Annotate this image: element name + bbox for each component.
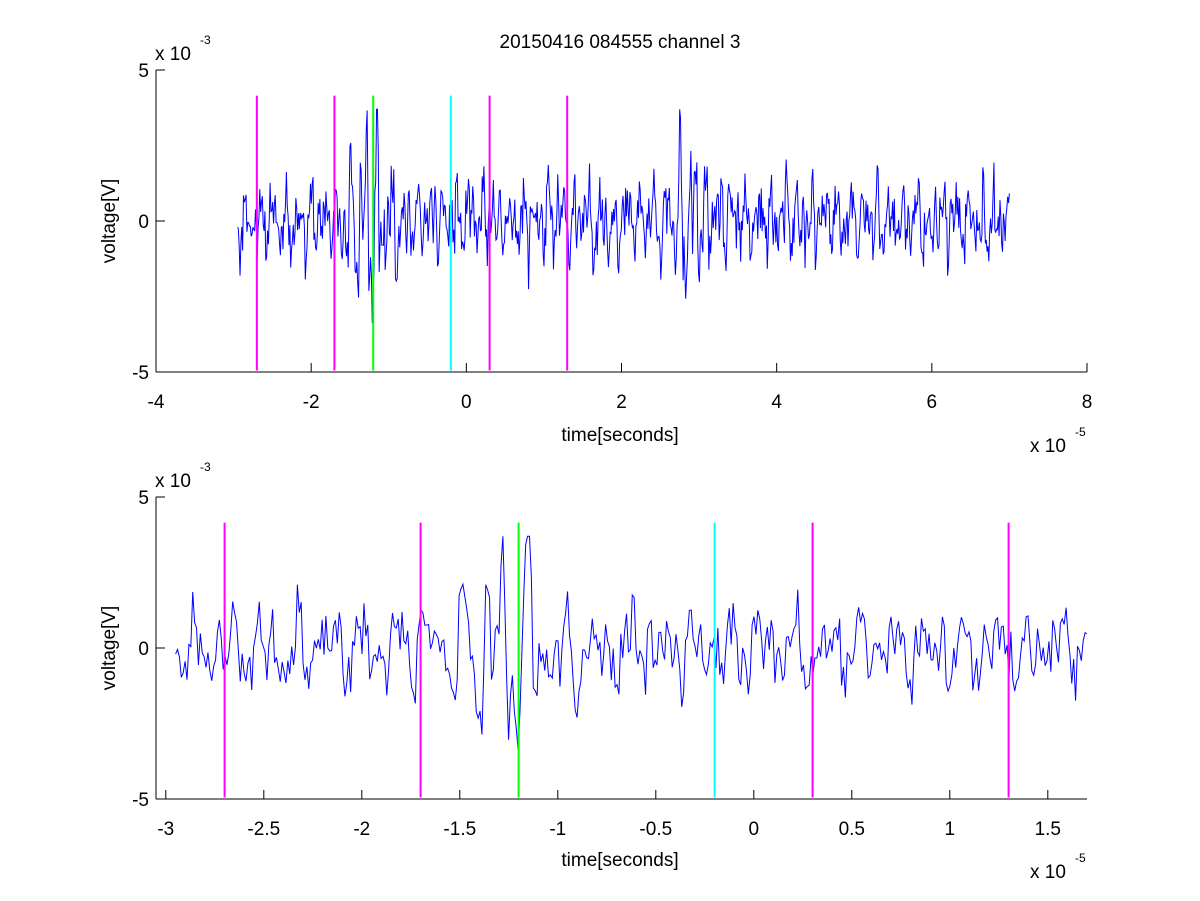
x-exponent-bottom: x 10 -5 — [1030, 851, 1086, 883]
x-tick-label-bottom: 1 — [945, 819, 956, 840]
x-tick-label-top: 2 — [616, 392, 627, 413]
x-tick-label-bottom: 1.5 — [1035, 819, 1061, 840]
x-tick-label-top: -4 — [148, 392, 165, 413]
y-exponent-base-top: x 10 — [155, 44, 191, 65]
x-axis-label-bottom: time[seconds] — [561, 850, 678, 871]
x-tick-label-top: -2 — [303, 392, 320, 413]
x-tick-label-bottom: -0.5 — [639, 819, 672, 840]
x-tick-label-top: 6 — [927, 392, 938, 413]
y-axis-label-top: voltage[V] — [99, 179, 120, 264]
panel-bottom: -3 -2.5 -2 -1.5 -1 -0.5 0 0.5 1 1.5 -5 0 5 time[seco… — [99, 460, 1087, 883]
figure-title: 20150416 084555 channel 3 — [500, 32, 741, 53]
y-tick-label-top: -5 — [132, 363, 149, 384]
x-tick-label-bottom: -2 — [353, 819, 370, 840]
x-tick-label-bottom: 0 — [749, 819, 760, 840]
panel-top: -4 -2 0 2 4 6 8 -5 0 5 time[seconds] voltage[V] x… — [99, 33, 1092, 457]
plot-area-bottom — [175, 522, 1087, 798]
x-tick-label-bottom: -2.5 — [247, 819, 280, 840]
y-tick-label-bottom: 5 — [138, 488, 149, 509]
axes-bottom: -3 -2.5 -2 -1.5 -1 -0.5 0 0.5 1 1.5 -5 0 5 — [132, 488, 1087, 840]
x-tick-label-bottom: -3 — [157, 819, 174, 840]
y-tick-label-top: 0 — [138, 212, 149, 233]
y-exponent-bottom: x 10 -3 — [155, 460, 211, 492]
x-tick-label-bottom: -1 — [549, 819, 566, 840]
x-tick-label-top: 4 — [771, 392, 782, 413]
y-axis-label-bottom: voltage[V] — [99, 606, 120, 691]
y-tick-label-top: 5 — [138, 61, 149, 82]
y-exponent-power-bottom: -3 — [200, 460, 211, 474]
x-exponent-top: x 10 -5 — [1030, 425, 1086, 457]
series-line-bottom — [175, 535, 1087, 751]
plot-area-top — [237, 95, 1010, 371]
x-tick-label-top: 8 — [1082, 392, 1093, 413]
x-exponent-power-top: -5 — [1075, 425, 1086, 439]
x-axis-label-top: time[seconds] — [561, 425, 678, 446]
x-exponent-base-top: x 10 — [1030, 436, 1066, 457]
y-exponent-power-top: -3 — [200, 33, 211, 47]
x-exponent-power-bottom: -5 — [1075, 851, 1086, 865]
y-exponent-top: x 10 -3 — [155, 33, 211, 65]
x-tick-label-bottom: 0.5 — [839, 819, 865, 840]
axes-top: -4 -2 0 2 4 6 8 -5 0 5 — [132, 61, 1092, 413]
y-exponent-base-bottom: x 10 — [155, 471, 191, 492]
x-tick-label-top: 0 — [461, 392, 472, 413]
y-tick-label-bottom: 0 — [138, 639, 149, 660]
x-tick-label-bottom: -1.5 — [443, 819, 476, 840]
series-line-top — [237, 108, 1010, 324]
x-exponent-base-bottom: x 10 — [1030, 862, 1066, 883]
y-tick-label-bottom: -5 — [132, 790, 149, 811]
